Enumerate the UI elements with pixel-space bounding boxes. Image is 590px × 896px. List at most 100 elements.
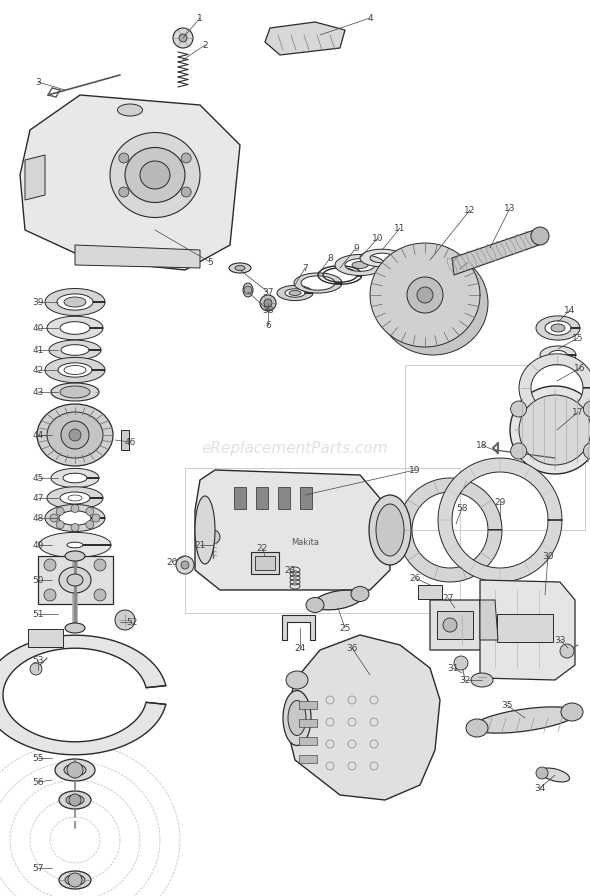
Text: 17: 17 [572, 408, 584, 417]
Text: 33: 33 [554, 635, 566, 644]
Polygon shape [282, 615, 315, 640]
Polygon shape [370, 243, 480, 347]
Ellipse shape [64, 764, 86, 776]
Ellipse shape [313, 590, 363, 610]
Text: 46: 46 [124, 437, 136, 446]
Ellipse shape [471, 673, 493, 687]
Ellipse shape [466, 719, 488, 737]
Circle shape [407, 277, 443, 313]
Polygon shape [360, 249, 404, 267]
Polygon shape [438, 458, 562, 582]
Text: 32: 32 [459, 676, 471, 685]
Circle shape [71, 504, 79, 513]
Circle shape [56, 507, 64, 515]
Text: 14: 14 [564, 306, 576, 314]
Ellipse shape [125, 148, 185, 202]
Bar [185, 468, 460, 613]
Ellipse shape [65, 551, 85, 561]
Polygon shape [536, 316, 580, 340]
Polygon shape [480, 580, 575, 680]
Text: 36: 36 [346, 643, 358, 652]
Polygon shape [47, 487, 103, 509]
Text: 23: 23 [284, 565, 296, 574]
Ellipse shape [289, 290, 301, 296]
Bar [299, 755, 317, 763]
Circle shape [454, 656, 468, 670]
Polygon shape [45, 504, 105, 531]
Ellipse shape [473, 707, 577, 733]
Text: 31: 31 [447, 664, 459, 673]
Text: 3: 3 [35, 77, 41, 87]
Polygon shape [75, 245, 200, 268]
Ellipse shape [65, 874, 85, 885]
Polygon shape [49, 340, 101, 360]
Text: 48: 48 [32, 513, 44, 522]
Text: 58: 58 [456, 504, 468, 513]
Text: 44: 44 [32, 430, 44, 440]
Ellipse shape [117, 104, 143, 116]
Circle shape [206, 530, 220, 544]
Circle shape [71, 523, 79, 531]
Circle shape [56, 521, 64, 529]
Ellipse shape [351, 587, 369, 601]
Circle shape [584, 443, 590, 459]
Ellipse shape [561, 703, 583, 721]
Text: 22: 22 [257, 544, 268, 553]
Polygon shape [452, 228, 542, 275]
Polygon shape [265, 22, 345, 55]
Text: 43: 43 [32, 387, 44, 397]
Ellipse shape [235, 265, 245, 271]
Text: 1: 1 [197, 13, 203, 22]
Text: 27: 27 [442, 593, 454, 602]
Bar [300, 487, 312, 509]
Polygon shape [285, 635, 440, 800]
Bar [234, 487, 246, 509]
Circle shape [260, 295, 276, 311]
Polygon shape [0, 635, 166, 754]
Ellipse shape [60, 386, 90, 398]
Text: 9: 9 [353, 244, 359, 253]
Circle shape [94, 589, 106, 601]
Circle shape [179, 34, 187, 42]
Circle shape [119, 187, 129, 197]
Circle shape [44, 559, 56, 571]
Text: 47: 47 [32, 494, 44, 503]
Circle shape [44, 589, 56, 601]
Polygon shape [398, 478, 502, 582]
Text: 51: 51 [32, 609, 44, 618]
Ellipse shape [288, 701, 306, 736]
Text: 12: 12 [464, 205, 476, 214]
Ellipse shape [286, 671, 308, 689]
Circle shape [67, 762, 83, 778]
Text: 41: 41 [32, 346, 44, 355]
Ellipse shape [306, 598, 324, 613]
Bar [437, 611, 473, 639]
Polygon shape [25, 155, 45, 200]
Circle shape [30, 663, 42, 675]
Ellipse shape [376, 504, 404, 556]
Text: 40: 40 [32, 323, 44, 332]
Text: 19: 19 [409, 466, 421, 475]
Ellipse shape [243, 283, 253, 297]
Polygon shape [430, 600, 485, 650]
Polygon shape [294, 273, 342, 293]
Ellipse shape [352, 262, 368, 269]
Text: 55: 55 [32, 754, 44, 762]
Circle shape [119, 153, 129, 163]
Ellipse shape [229, 263, 251, 273]
Text: 18: 18 [476, 441, 488, 450]
Text: 35: 35 [502, 701, 513, 710]
Ellipse shape [64, 297, 86, 307]
Text: 30: 30 [542, 552, 554, 561]
Ellipse shape [510, 386, 590, 474]
Bar [299, 719, 317, 727]
Circle shape [173, 28, 193, 48]
Circle shape [181, 561, 189, 569]
Bar [28, 629, 63, 647]
Text: 56: 56 [32, 778, 44, 787]
Ellipse shape [195, 496, 215, 564]
Ellipse shape [65, 623, 85, 633]
Ellipse shape [531, 227, 549, 245]
Circle shape [86, 507, 94, 515]
Bar [278, 487, 290, 509]
